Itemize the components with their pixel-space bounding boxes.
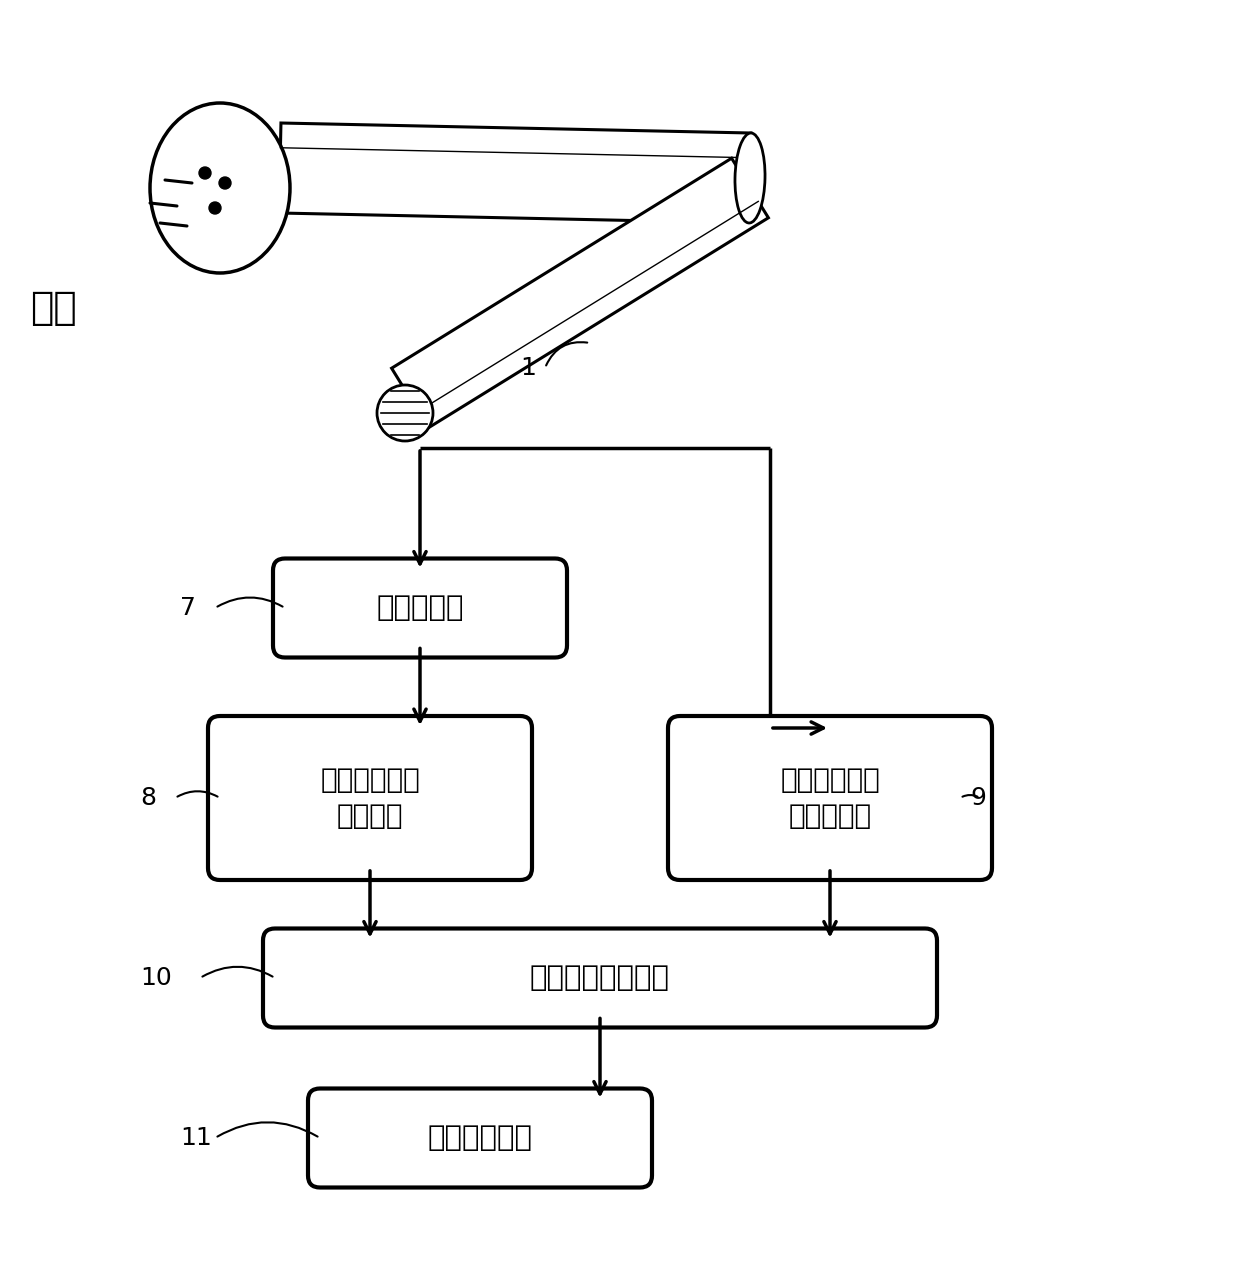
Ellipse shape [150, 104, 290, 273]
Text: 9: 9 [970, 786, 986, 810]
Circle shape [198, 167, 211, 179]
Text: 压力变送器: 压力变送器 [376, 594, 464, 622]
FancyBboxPatch shape [308, 1089, 652, 1187]
FancyBboxPatch shape [208, 716, 532, 881]
Text: 11: 11 [180, 1126, 212, 1150]
Text: 10: 10 [140, 966, 172, 990]
Text: 惯性传感器数
据处理单元: 惯性传感器数 据处理单元 [780, 766, 880, 831]
Text: 数据耦合处理单元: 数据耦合处理单元 [529, 964, 670, 992]
Circle shape [210, 202, 221, 213]
Text: 风向: 风向 [30, 289, 77, 327]
Polygon shape [279, 123, 751, 222]
Text: 数据记录单元: 数据记录单元 [428, 1123, 532, 1151]
FancyBboxPatch shape [273, 558, 567, 657]
Circle shape [377, 385, 433, 441]
Polygon shape [392, 158, 769, 428]
Text: 7: 7 [180, 596, 196, 620]
Ellipse shape [735, 133, 765, 222]
Text: 五孔探针数据
处理单元: 五孔探针数据 处理单元 [320, 766, 420, 831]
Circle shape [219, 176, 231, 189]
Text: 1: 1 [520, 357, 536, 380]
FancyBboxPatch shape [263, 929, 937, 1028]
Text: 8: 8 [140, 786, 156, 810]
FancyBboxPatch shape [668, 716, 992, 881]
